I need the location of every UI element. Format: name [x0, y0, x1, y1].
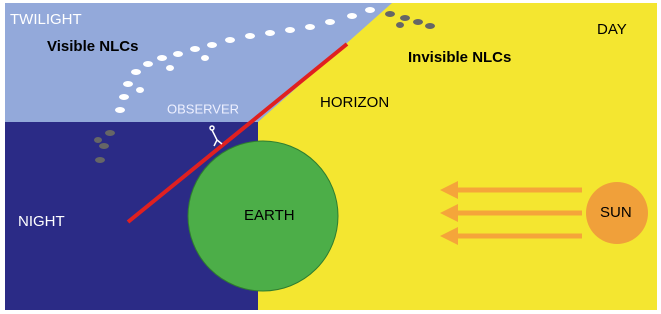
observer-label: OBSERVER [167, 101, 239, 116]
day-label: DAY [597, 21, 627, 38]
earth-label: EARTH [244, 207, 295, 224]
horizon-label: HORIZON [320, 94, 389, 111]
visible-label: Visible NLCs [47, 38, 138, 55]
sun-label: SUN [600, 204, 632, 221]
diagram: TWILIGHT Visible NLCs Invisible NLCs DAY… [0, 0, 661, 314]
sun-rays [440, 181, 582, 245]
night-label: NIGHT [18, 213, 65, 230]
invisible-label: Invisible NLCs [408, 49, 511, 66]
twilight-label: TWILIGHT [10, 11, 82, 28]
